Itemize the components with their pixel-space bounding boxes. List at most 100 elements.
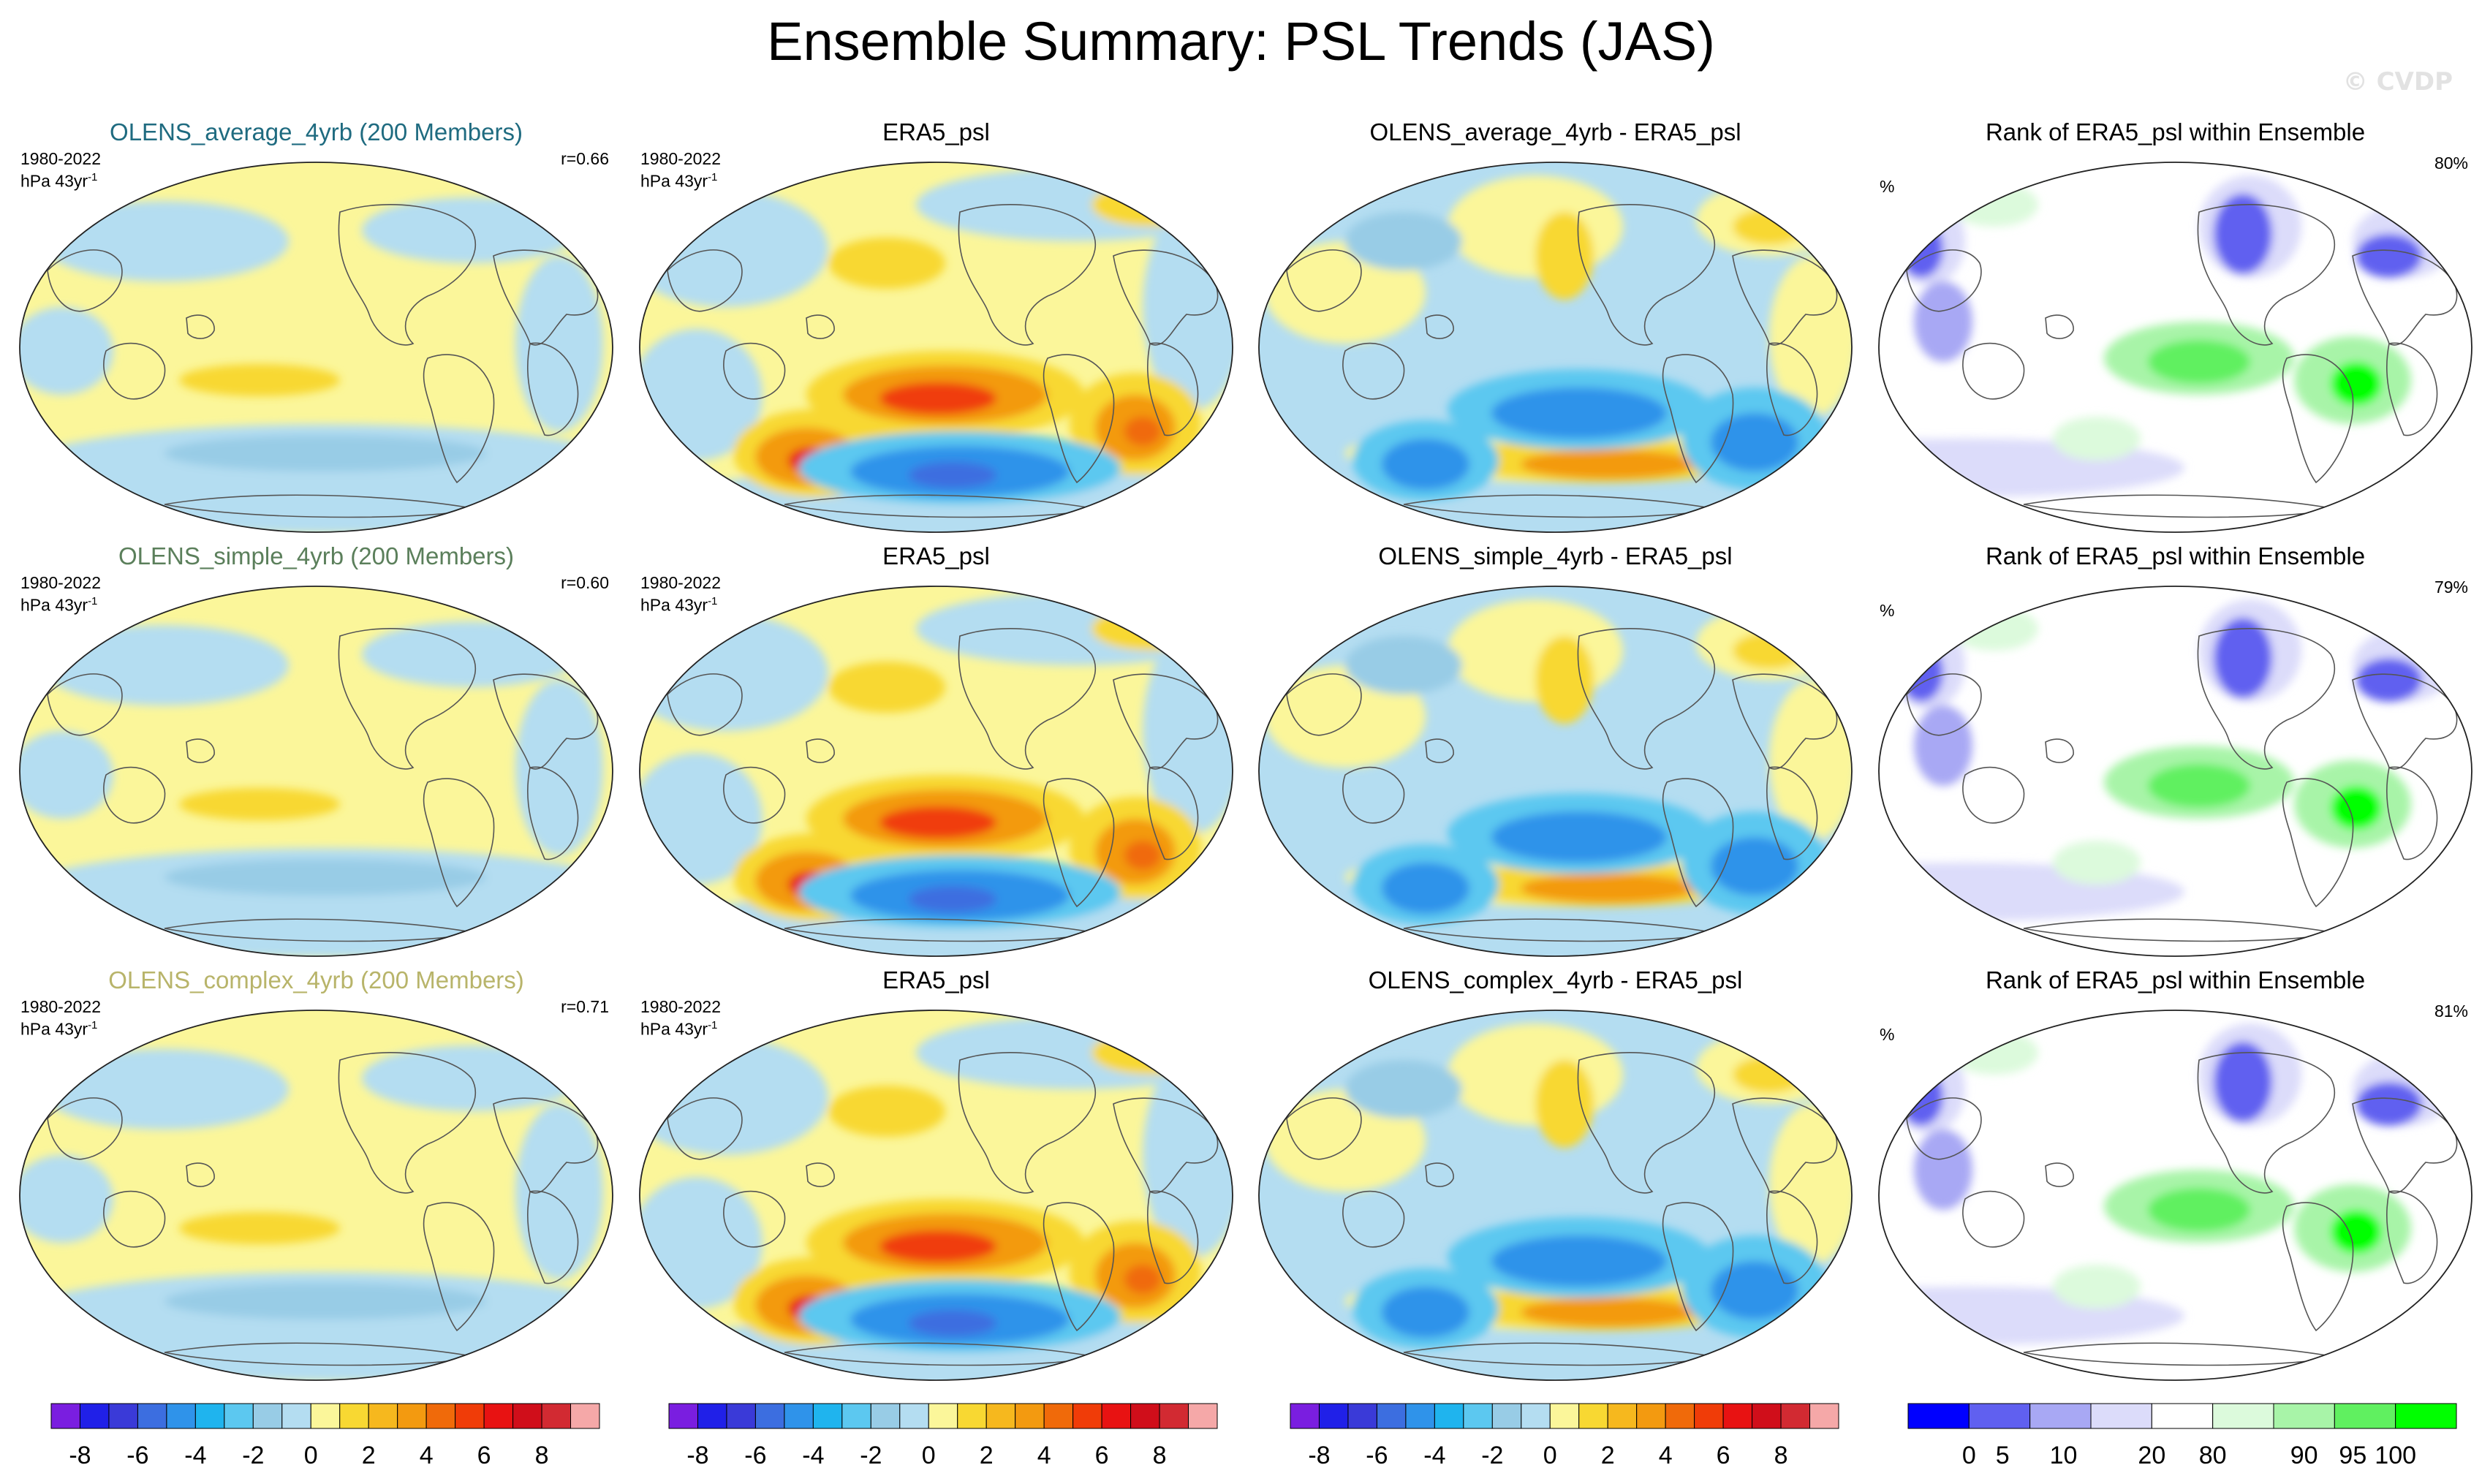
map-field: [1259, 586, 1852, 956]
colorbar-tick-label: 2: [980, 1442, 994, 1469]
colorbar-tick-label: 8: [1153, 1442, 1167, 1469]
colorbar-swatch: [899, 1403, 929, 1429]
coastline: [1732, 249, 1838, 346]
colorbar-tick-label: -2: [1481, 1442, 1503, 1469]
colorbar-swatch: [425, 1403, 456, 1429]
colorbar-swatch: [1722, 1403, 1753, 1429]
contour-region: [179, 788, 340, 820]
contour-region: [2214, 194, 2272, 274]
colorbar-swatch: [1780, 1403, 1811, 1429]
contour-region: [2356, 234, 2422, 278]
colorbar-swatch: [1434, 1403, 1464, 1429]
coastline: [2352, 249, 2458, 346]
colorbar-tick-label: 4: [1659, 1442, 1673, 1469]
colorbar-tick-label: 2: [362, 1442, 376, 1469]
contour-region: [1521, 450, 1696, 479]
map-panel-rank: Rank of ERA5_psl within Ensemble% 81%: [1866, 966, 2482, 1390]
watermark: © CVDP: [2342, 67, 2453, 96]
contour-region: [164, 859, 486, 896]
panel-units: 1980-2022 hPa 43yr-1: [20, 573, 101, 615]
units-label: hPa 43yr-1: [20, 171, 98, 191]
coastline: [1113, 249, 1219, 346]
colorbar-swatch: [1043, 1403, 1074, 1429]
map-border: [639, 1010, 1233, 1381]
coastline: [493, 673, 599, 770]
colorbar-tick-label: -8: [1308, 1442, 1330, 1469]
period-label: 1980-2022: [640, 149, 721, 168]
colorbar-swatch: [1463, 1403, 1493, 1429]
map-panel-rank: Rank of ERA5_psl within Ensemble% 80%: [1866, 118, 2482, 542]
coastline: [958, 204, 1097, 346]
coastline: [2197, 628, 2336, 770]
contour-region: [1951, 1031, 2038, 1075]
coastline: [1662, 778, 1734, 908]
panel-units: %: [1880, 1025, 1894, 1044]
contour-region: [179, 364, 340, 396]
colorbar-swatch: [1694, 1403, 1724, 1429]
period-label: 1980-2022: [20, 149, 101, 168]
coastline: [1425, 738, 1454, 763]
panel-title: OLENS_complex_4yrb - ERA5_psl: [1368, 966, 1743, 993]
coastline: [2385, 766, 2438, 860]
coastline: [423, 1202, 495, 1332]
colorbar-swatch: [483, 1403, 514, 1429]
colorbar-swatch: [368, 1403, 398, 1429]
map-globe: [1258, 162, 1853, 533]
colorbar-swatch: [1072, 1403, 1102, 1429]
map-globe: [1878, 162, 2472, 533]
colorbar-swatch: [50, 1403, 80, 1429]
coastline: [1906, 249, 1982, 312]
contour-region: [1951, 607, 2038, 651]
map-panel-obs: ERA5_psl 1980-2022 hPa 43yr-1: [627, 966, 1245, 1390]
contour-region: [1124, 417, 1161, 446]
coastline: [2352, 673, 2458, 770]
contour-region: [2356, 658, 2422, 702]
colorbar-swatch: [1809, 1403, 1839, 1429]
coastline: [186, 1162, 215, 1187]
contour-region: [909, 462, 996, 488]
colorbar-swatch: [194, 1403, 225, 1429]
colorbar-swatch: [397, 1403, 427, 1429]
contour-region: [828, 662, 945, 713]
coastline: [1766, 342, 1818, 436]
colorbar-swatch: [281, 1403, 311, 1429]
contour-region: [1769, 1104, 1852, 1265]
colorbar-tick-label: 4: [1037, 1442, 1051, 1469]
units-label: %: [1880, 1025, 1895, 1044]
contour-region: [1124, 1265, 1161, 1294]
contour-region: [179, 1212, 340, 1244]
rank-colorbar: 0 5 10 20 80 90 95 100: [1897, 1396, 2467, 1484]
contour-region: [1535, 636, 1594, 724]
contour-region: [1448, 599, 1623, 702]
map-globe: [639, 586, 1233, 957]
colorbar-swatch: [754, 1403, 785, 1429]
panel-stat: 79%: [2434, 578, 2468, 597]
coastline: [103, 1190, 166, 1248]
contour-region: [1345, 212, 1462, 270]
map-field: [1259, 162, 1852, 532]
contour-region: [1951, 183, 2038, 227]
colorbar-swatch: [1015, 1403, 1045, 1429]
colorbar-swatch: [1159, 1403, 1189, 1429]
map-field: [1879, 586, 2472, 956]
contour-region: [40, 625, 289, 705]
map-border: [19, 1010, 613, 1381]
map-panel-diff: OLENS_average_4yrb - ERA5_psl: [1246, 118, 1864, 542]
contour-region: [20, 1155, 113, 1243]
coastlines: [47, 1052, 599, 1366]
contour-region: [1535, 1060, 1594, 1148]
map-panel-ensemble: OLENS_average_4yrb (200 Members) 1980-202…: [7, 118, 625, 542]
map-panel-diff: OLENS_complex_4yrb - ERA5_psl: [1246, 966, 1864, 1390]
colorbar-tick-label: -8: [686, 1442, 708, 1469]
colorbar-tick-label: 2: [1601, 1442, 1615, 1469]
colorbar-swatch: [1491, 1403, 1522, 1429]
units-label: hPa 43yr-1: [20, 595, 98, 615]
map-field: [1879, 162, 2472, 532]
coastline: [186, 314, 215, 339]
map-globe: [19, 1010, 613, 1381]
trend-colorbar: -8 -6 -4 -2 0 2 4 6 8: [658, 1396, 1228, 1484]
colorbar-tick-label: 6: [1717, 1442, 1730, 1469]
contour-region: [916, 1016, 1233, 1089]
colorbar-swatch: [512, 1403, 542, 1429]
map-border: [19, 586, 613, 957]
